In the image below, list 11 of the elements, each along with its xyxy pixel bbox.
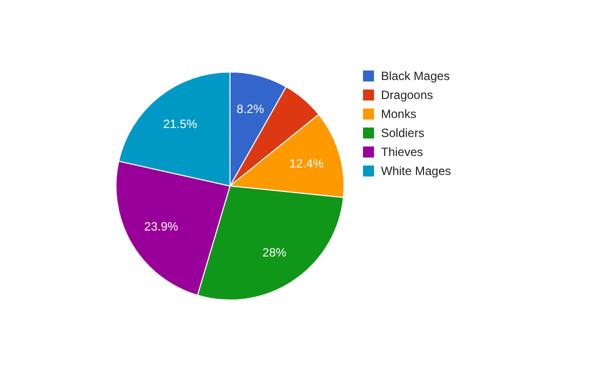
data-label: 21.5% xyxy=(163,116,198,131)
legend-label: White Mages xyxy=(381,164,452,178)
legend-label: Thieves xyxy=(381,145,424,160)
legend-label: Dragoons xyxy=(381,88,434,102)
data-label: 23.9% xyxy=(144,220,179,234)
data-label: 8.2% xyxy=(236,102,264,116)
data-label: 28% xyxy=(262,245,287,260)
legend-label: Soldiers xyxy=(381,126,424,140)
legend-label: Black Mages xyxy=(381,69,450,84)
legend-label: Monks xyxy=(381,107,416,122)
data-label: 12.4% xyxy=(289,156,324,170)
